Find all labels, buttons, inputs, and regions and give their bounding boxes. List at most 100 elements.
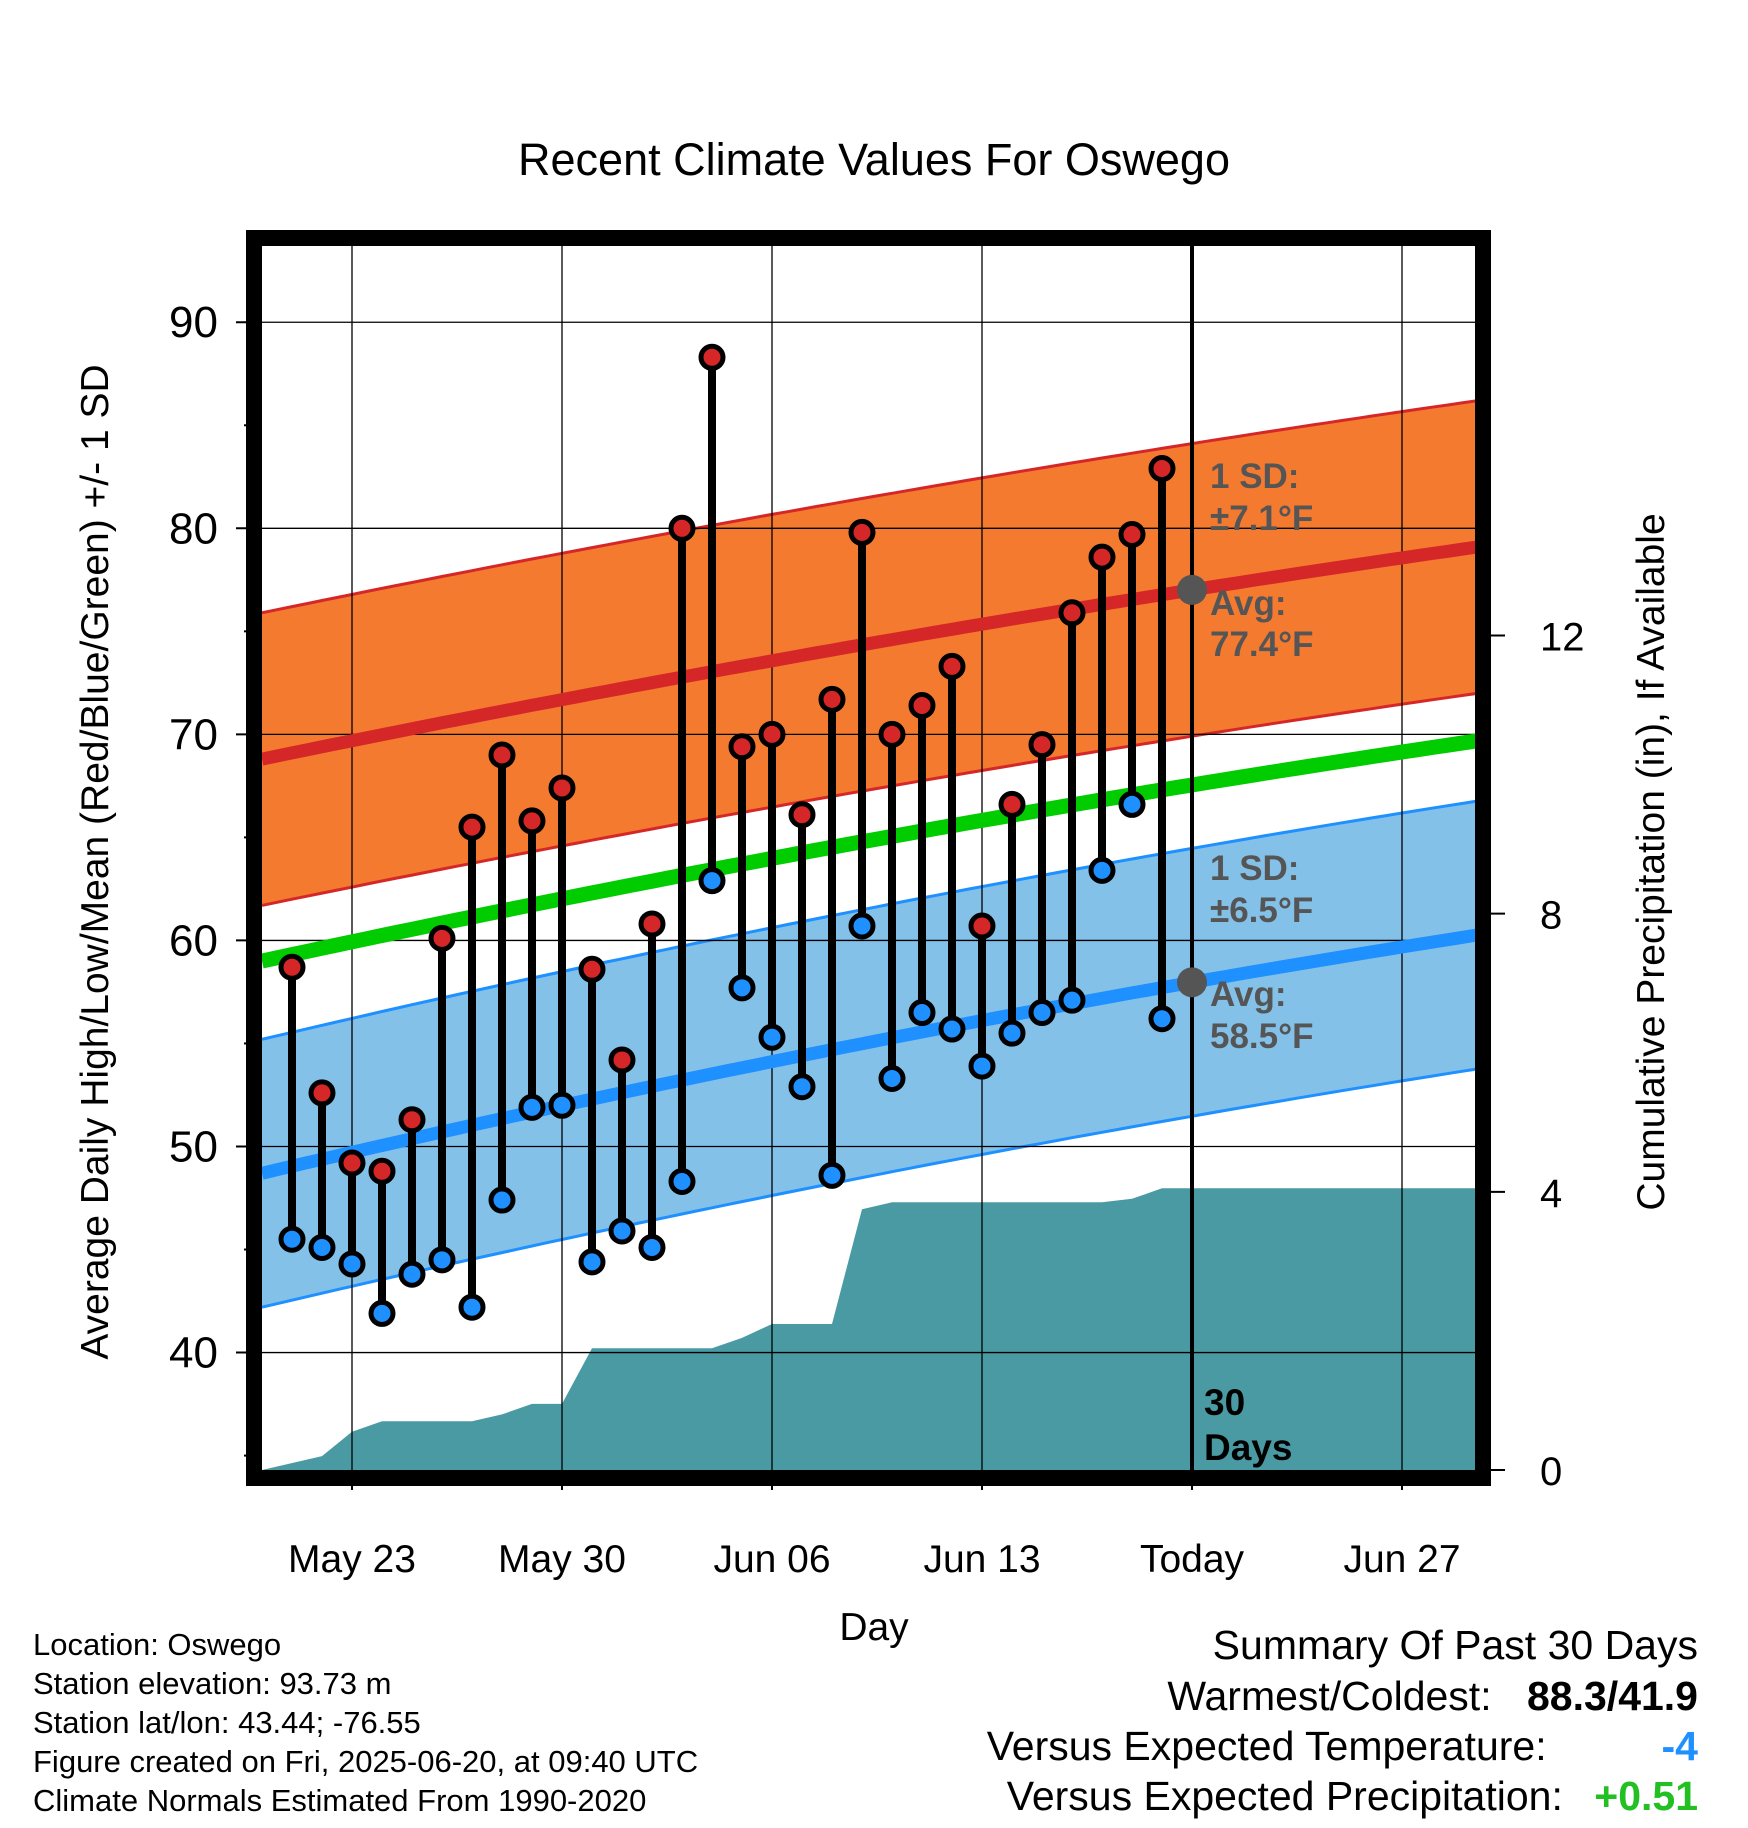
y2-tick-label: 8 [1540,894,1562,938]
high-point [668,514,696,542]
precip-area [262,1188,1475,1470]
high-avg-value: 77.4°F [1210,625,1314,664]
high-point [1118,520,1146,548]
low-point [998,1019,1026,1047]
low-sd-label: 1 SD: [1210,849,1299,888]
high-upper-sd-line [262,399,1475,615]
low-point [1088,856,1116,884]
high-point [638,910,666,938]
y2-tick-label: 0 [1540,1450,1562,1494]
high-point [608,1046,636,1074]
high-sd-label: 1 SD: [1210,457,1299,496]
high-point [1088,543,1116,571]
high-sd-value: ±7.1°F [1210,499,1313,538]
today-high-avg-dot [1177,574,1207,605]
low-avg-value: 58.5°F [1210,1017,1314,1056]
high-point [308,1079,336,1107]
low-sd-value: ±6.5°F [1210,891,1313,930]
low-point [848,912,876,940]
high-point [488,741,516,769]
plot-frame [246,230,1491,1486]
low-point [1148,1005,1176,1033]
high-point [788,801,816,829]
low-point [938,1015,966,1043]
high-point [548,774,576,802]
window-days-label: Days [1204,1427,1292,1468]
y-tick-label: 80 [169,504,218,553]
summary-warmest-label: Warmest/Coldest: [1167,1673,1492,1719]
y-tick-label: 90 [169,298,218,347]
low-point [608,1217,636,1245]
info-created: Figure created on Fri, 2025-06-20, at 09… [33,1744,699,1779]
y-axis-title: Average Daily High/Low/Mean (Red/Blue/Gr… [74,364,117,1359]
low-point [758,1023,786,1051]
y2-tick-label: 12 [1540,615,1585,659]
high-point [398,1106,426,1134]
low-point [278,1225,306,1253]
high-point [1148,455,1176,483]
low-point [488,1186,516,1214]
low-point [398,1260,426,1288]
low-point [638,1233,666,1261]
y-tick-label: 50 [169,1122,218,1171]
high-point [728,733,756,761]
summary-temp-row: Versus Expected Temperature: -4 [987,1723,1698,1770]
high-point [278,953,306,981]
low-point [698,867,726,895]
summary-precip-label: Versus Expected Precipitation: [1006,1773,1563,1819]
low-point [818,1161,846,1189]
x-tick-label: Today [1140,1538,1245,1581]
chart-title: Recent Climate Values For Oswego [518,134,1230,185]
y-tick-label: 60 [169,916,218,965]
y2-axis-title: Cumulative Precipitation (in), If Availa… [1630,513,1673,1210]
y2-tick-label: 4 [1540,1172,1562,1216]
x-tick-label: Jun 13 [923,1538,1040,1581]
info-latlon: Station lat/lon: 43.44; -76.55 [33,1705,421,1740]
low-point [338,1250,366,1278]
high-point [758,720,786,748]
low-point [578,1248,606,1276]
high-point [578,955,606,983]
high-point [818,685,846,713]
summary-title: Summary Of Past 30 Days [1212,1622,1698,1668]
low-point [1028,999,1056,1027]
high-point [998,790,1026,818]
low-point [1058,986,1086,1014]
summary-warmest-row: Warmest/Coldest: 88.3/41.9 [1167,1673,1698,1720]
low-sd-band [262,801,1475,1308]
x-axis-title: Day [839,1606,909,1649]
summary-precip-value: +0.51 [1594,1773,1698,1819]
summary-precip-row: Versus Expected Precipitation: +0.51 [1007,1773,1698,1820]
low-point [1118,790,1146,818]
low-point [518,1093,546,1121]
window-days-number: 30 [1204,1382,1245,1423]
low-point [548,1091,576,1119]
info-normals: Climate Normals Estimated From 1990-2020 [33,1783,647,1818]
high-point [338,1149,366,1177]
low-point [428,1246,456,1274]
high-point [458,813,486,841]
x-tick-label: Jun 06 [713,1538,830,1581]
low-point [728,974,756,1002]
summary-warmest-value: 88.3/41.9 [1527,1673,1698,1719]
low-point [908,999,936,1027]
low-point [878,1064,906,1092]
high-point [908,692,936,720]
info-elevation: Station elevation: 93.73 m [33,1666,392,1701]
low-point [308,1233,336,1261]
low-avg-label: Avg: [1210,975,1286,1014]
info-location: Location: Oswego [33,1627,282,1662]
low-point [968,1052,996,1080]
high-point [698,343,726,371]
x-tick-label: Jun 27 [1343,1538,1460,1581]
summary-temp-value: -4 [1661,1723,1698,1769]
y-tick-label: 70 [169,710,218,759]
high-point [368,1157,396,1185]
x-tick-label: May 30 [498,1538,626,1581]
high-point [518,807,546,835]
low-point [368,1299,396,1327]
high-point [428,924,456,952]
high-point [1028,731,1056,759]
